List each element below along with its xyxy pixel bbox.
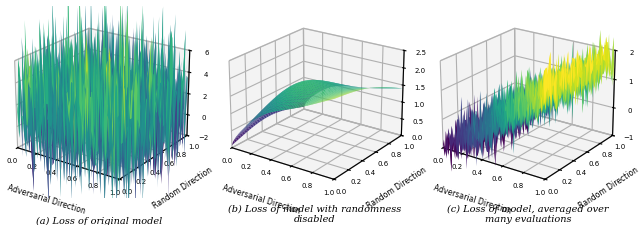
Text: disabled: disabled xyxy=(294,214,336,223)
Text: (a) Loss of original model: (a) Loss of original model xyxy=(36,216,163,225)
Text: many evaluations: many evaluations xyxy=(484,214,572,223)
Y-axis label: Random Direction: Random Direction xyxy=(577,165,639,210)
Y-axis label: Random Direction: Random Direction xyxy=(365,165,428,210)
X-axis label: Adversarial Direction: Adversarial Direction xyxy=(7,182,87,214)
X-axis label: Adversarial Direction: Adversarial Direction xyxy=(433,182,513,214)
Text: (b) Loss of model with randomness: (b) Loss of model with randomness xyxy=(228,204,401,213)
X-axis label: Adversarial Direction: Adversarial Direction xyxy=(221,182,301,214)
Text: (c) Loss of model, averaged over: (c) Loss of model, averaged over xyxy=(447,204,609,213)
Y-axis label: Random Direction: Random Direction xyxy=(151,165,214,210)
